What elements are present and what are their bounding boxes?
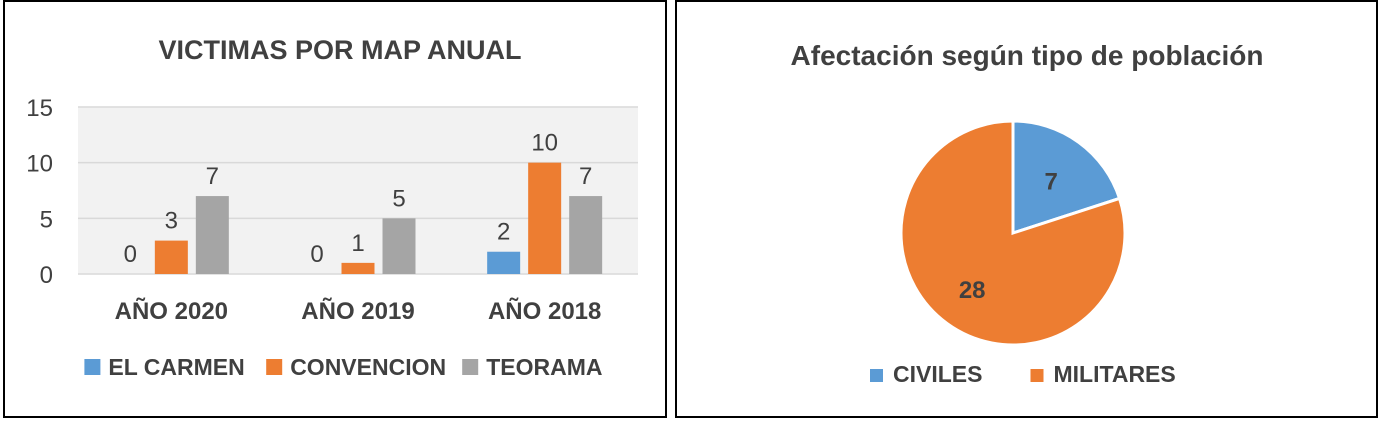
legend-label: TEORAMA — [486, 354, 602, 380]
pie-data-label: 7 — [1045, 168, 1058, 195]
bar-data-label: 5 — [392, 185, 405, 212]
bar-data-label: 2 — [497, 219, 510, 246]
x-category-label: AÑO 2018 — [488, 297, 601, 325]
legend-label: EL CARMEN — [108, 354, 244, 380]
pie-slice — [899, 119, 1127, 347]
bar-data-label: 7 — [579, 163, 592, 190]
bar-data-label: 10 — [531, 130, 558, 157]
legend-swatch — [1030, 369, 1044, 382]
legend-label: CIVILES — [893, 361, 982, 387]
bar — [569, 196, 603, 274]
legend-swatch — [266, 359, 283, 375]
legend-label: CONVENCION — [290, 354, 446, 380]
bar-data-label: 1 — [351, 230, 364, 257]
pie-chart-panel: Afectación según tipo de población 7 28 CIV… — [675, 0, 1378, 418]
pie-chart-title: Afectación según tipo de población — [791, 40, 1264, 71]
bar — [195, 196, 229, 274]
bar-data-label: 0 — [124, 241, 137, 268]
bar — [487, 251, 521, 274]
legend-swatch — [462, 359, 479, 375]
x-category-label: AÑO 2019 — [301, 297, 414, 325]
bar — [154, 240, 188, 274]
bar-data-label: 7 — [206, 163, 219, 190]
bar-chart-title: VICTIMAS POR MAP ANUAL — [158, 35, 521, 65]
legend-swatch — [84, 359, 101, 375]
bar-data-label: 3 — [165, 208, 178, 235]
legend-swatch — [870, 369, 883, 382]
y-tick-label: 15 — [26, 95, 53, 122]
bar-chart-panel: VICTIMAS POR MAP ANUAL 0 5 10 15 0 3 7 AÑO 2020 0… — [3, 0, 667, 418]
legend-label: MILITARES — [1054, 361, 1176, 387]
y-tick-label: 10 — [26, 151, 53, 178]
pie-slice — [1011, 119, 1122, 236]
bar — [341, 262, 375, 274]
pie-data-label: 28 — [959, 277, 986, 304]
y-tick-label: 5 — [40, 206, 53, 233]
bar-data-label: 0 — [310, 241, 323, 268]
bar — [528, 162, 562, 274]
y-tick-label: 0 — [40, 262, 53, 289]
bar — [382, 218, 416, 274]
pie-chart: Afectación según tipo de población 7 28 CIV… — [791, 40, 1264, 387]
x-category-label: AÑO 2020 — [115, 297, 228, 325]
